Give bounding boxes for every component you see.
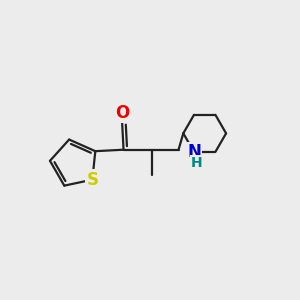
Text: O: O — [115, 104, 129, 122]
Text: N: N — [187, 143, 201, 161]
Text: H: H — [191, 156, 203, 170]
Text: S: S — [86, 171, 98, 189]
